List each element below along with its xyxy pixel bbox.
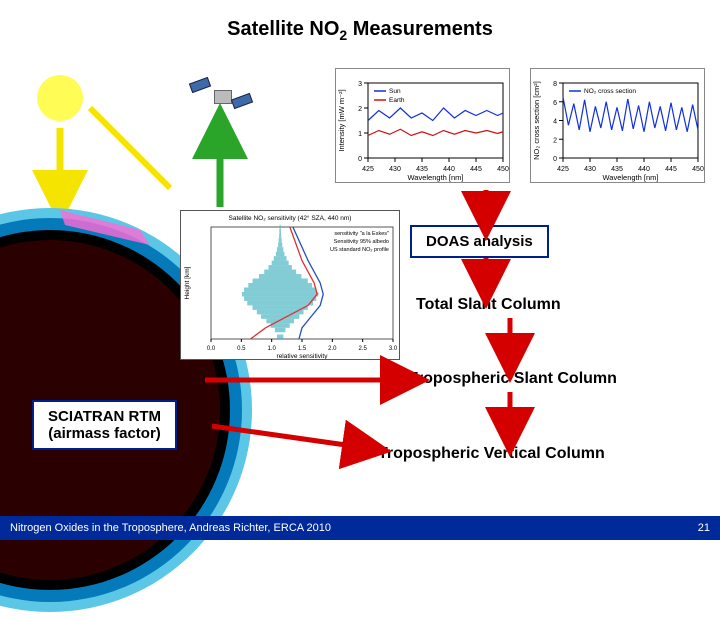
svg-text:0.0: 0.0 (207, 346, 216, 352)
svg-text:1.5: 1.5 (298, 346, 307, 352)
svg-text:450: 450 (692, 166, 704, 173)
svg-text:430: 430 (584, 166, 596, 173)
svg-text:Earth: Earth (389, 97, 405, 104)
svg-text:2.5: 2.5 (358, 346, 367, 352)
svg-text:6: 6 (553, 100, 557, 107)
satellite-icon (186, 70, 258, 124)
svg-text:450: 450 (497, 166, 509, 173)
svg-text:Sensitivity 95% albedo: Sensitivity 95% albedo (334, 239, 389, 245)
arrow-charts-to-doas (476, 190, 496, 231)
sun-core (37, 75, 83, 121)
svg-text:440: 440 (638, 166, 650, 173)
svg-text:0: 0 (553, 156, 557, 163)
svg-text:Satellite NO₂ sensitivity (42°: Satellite NO₂ sensitivity (42° SZA, 440 … (229, 214, 352, 222)
page-number: 21 (698, 522, 710, 534)
svg-text:8: 8 (553, 81, 557, 88)
sun-icon (30, 68, 90, 128)
svg-text:435: 435 (416, 166, 428, 173)
svg-text:3: 3 (358, 81, 362, 88)
svg-text:NO₂ cross section [cm²]: NO₂ cross section [cm²] (532, 81, 541, 160)
svg-text:NO₂ cross section: NO₂ cross section (584, 88, 636, 95)
arrow-tropo-slant-to-vert (500, 392, 520, 447)
sat-panel-right (231, 93, 253, 109)
footer-text: Nitrogen Oxides in the Troposphere, Andr… (10, 522, 331, 534)
arrow-doas-to-total (476, 258, 496, 299)
arrow-sens-to-total (205, 370, 420, 395)
svg-text:Height [km]: Height [km] (184, 266, 191, 299)
svg-text:Wavelength [nm]: Wavelength [nm] (408, 173, 464, 182)
svg-text:1.0: 1.0 (267, 346, 276, 352)
arrow-sciatran-to-vert (212, 416, 382, 461)
sensitivity-plot: Satellite NO₂ sensitivity (42° SZA, 440 … (180, 210, 400, 360)
svg-text:2.0: 2.0 (328, 346, 337, 352)
svg-text:3.0: 3.0 (389, 346, 398, 352)
svg-text:440: 440 (443, 166, 455, 173)
svg-text:435: 435 (611, 166, 623, 173)
sciatran-box: SCIATRAN RTM (airmass factor) (32, 400, 177, 450)
arrow-total-to-tropo (500, 318, 520, 373)
svg-text:2: 2 (553, 137, 557, 144)
svg-text:425: 425 (362, 166, 374, 173)
svg-text:445: 445 (470, 166, 482, 173)
svg-text:Intensity [mW m⁻²]: Intensity [mW m⁻²] (337, 89, 346, 151)
svg-text:Wavelength [nm]: Wavelength [nm] (603, 173, 659, 182)
intensity-spectrum-chart: 425 430 435 440 445 450 0 1 2 3 Sun Earth Wavelength… (335, 68, 510, 183)
svg-text:relative sensitivity: relative sensitivity (277, 353, 329, 359)
svg-text:445: 445 (665, 166, 677, 173)
svg-text:Sun: Sun (389, 88, 401, 95)
svg-text:1: 1 (358, 131, 362, 138)
svg-text:4: 4 (553, 119, 557, 126)
svg-text:425: 425 (557, 166, 569, 173)
page-title: Satellite NO2 Measurements (0, 0, 720, 43)
footer-bar: Nitrogen Oxides in the Troposphere, Andr… (0, 516, 720, 540)
svg-text:sensitivity "a la Eskes": sensitivity "a la Eskes" (334, 231, 389, 237)
sciatran-line2: (airmass factor) (48, 425, 161, 442)
svg-text:US standard NO₂ profile: US standard NO₂ profile (330, 247, 389, 253)
svg-text:430: 430 (389, 166, 401, 173)
svg-text:2: 2 (358, 106, 362, 113)
sciatran-line1: SCIATRAN RTM (48, 408, 161, 425)
sat-body (214, 90, 232, 104)
title-text: Satellite NO2 Measurements (227, 18, 493, 40)
tropospheric-vertical-column-label: Tropospheric Vertical Column (378, 445, 605, 463)
arrow-sun-to-sat-diag (90, 108, 190, 213)
cross-section-chart: 425 430 435 440 445 450 0 2 4 6 8 NO₂ cross section… (530, 68, 705, 183)
svg-text:0: 0 (358, 156, 362, 163)
sat-panel-left (189, 77, 211, 93)
svg-text:0.5: 0.5 (237, 346, 246, 352)
